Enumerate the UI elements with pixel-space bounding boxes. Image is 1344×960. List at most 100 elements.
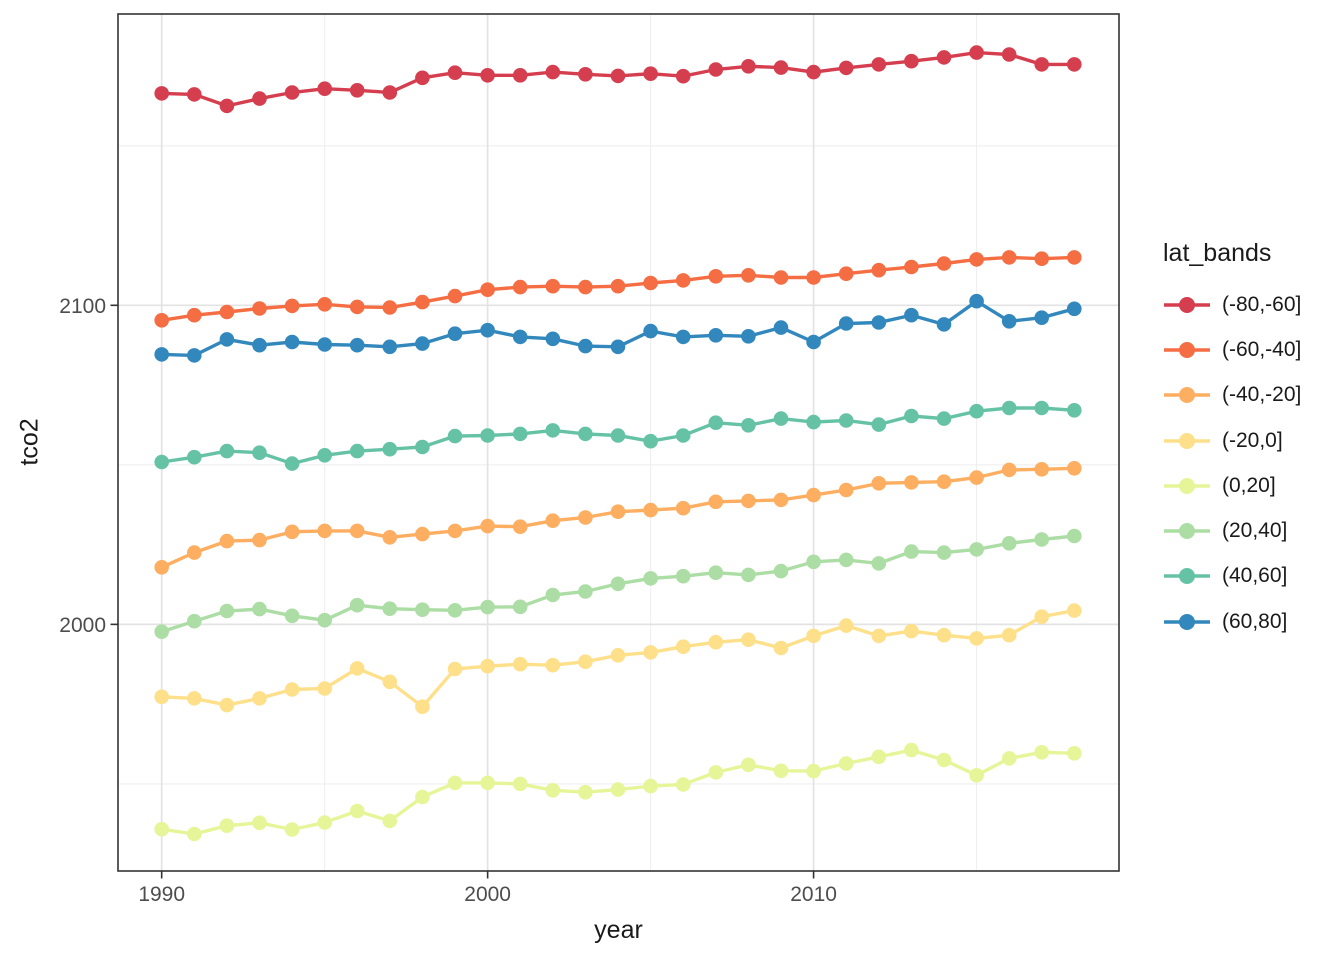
legend-title: lat_bands	[1163, 239, 1272, 267]
data-point	[480, 322, 495, 338]
data-point	[415, 70, 430, 86]
legend-key-icon	[1164, 568, 1210, 585]
data-point	[252, 532, 267, 548]
data-point	[382, 441, 398, 457]
data-point	[219, 603, 235, 619]
data-point	[480, 68, 495, 83]
data-point	[284, 456, 300, 471]
data-point	[187, 613, 202, 629]
data-point	[317, 523, 333, 539]
legend-label: (60,80]	[1222, 609, 1288, 633]
data-point	[904, 259, 919, 275]
data-point	[708, 62, 724, 77]
data-point	[447, 775, 463, 791]
data-point	[969, 45, 984, 60]
data-point	[480, 658, 495, 674]
data-point	[154, 86, 169, 101]
data-point	[578, 510, 593, 525]
legend-key-icon	[1164, 523, 1210, 540]
data-point	[447, 523, 463, 539]
data-point	[936, 256, 952, 271]
data-point	[415, 526, 430, 542]
data-point	[806, 763, 821, 779]
data-point	[806, 414, 821, 430]
data-point	[219, 818, 235, 833]
data-point	[349, 299, 365, 315]
data-point	[871, 628, 887, 644]
data-point	[1001, 314, 1017, 329]
data-point	[1067, 528, 1082, 544]
data-point	[1034, 462, 1049, 477]
data-point	[675, 273, 691, 288]
data-point	[708, 565, 724, 580]
data-point	[1001, 536, 1017, 551]
x-tick-label: 2000	[464, 883, 511, 906]
data-point	[904, 307, 919, 323]
data-point	[773, 270, 789, 285]
data-point	[675, 777, 691, 792]
data-point	[838, 756, 854, 771]
data-point	[187, 691, 202, 706]
data-point	[904, 408, 919, 424]
data-point	[675, 428, 691, 443]
data-point	[349, 443, 365, 459]
data-point	[838, 316, 854, 331]
legend-label: (-40,-20]	[1222, 383, 1302, 407]
data-point	[1001, 462, 1017, 478]
data-point	[187, 307, 202, 323]
data-point	[415, 602, 430, 617]
data-point	[512, 68, 528, 83]
data-point	[773, 563, 789, 579]
data-point	[284, 85, 300, 100]
data-point	[187, 449, 202, 465]
data-point	[1001, 400, 1017, 416]
data-point	[936, 545, 952, 560]
legend-key-icon	[1164, 341, 1210, 358]
data-point	[610, 339, 626, 355]
data-point	[838, 552, 854, 568]
data-point	[252, 691, 267, 706]
data-point	[773, 763, 789, 779]
data-point	[545, 783, 561, 798]
data-point	[154, 689, 169, 705]
data-point	[773, 60, 789, 75]
data-point	[284, 334, 300, 350]
data-point	[545, 278, 561, 294]
data-point	[871, 57, 887, 72]
data-point	[675, 500, 691, 516]
legend-items: (-80,-60] (-60,-40] (-40,-20] (-20,0] (0,20]…	[1163, 282, 1301, 644]
data-point	[643, 433, 658, 449]
data-point	[1034, 251, 1049, 266]
data-point	[252, 301, 267, 316]
panel-border	[117, 13, 1120, 872]
data-point	[382, 601, 398, 616]
data-point	[643, 502, 658, 518]
y-tick-label: 2000	[59, 614, 106, 637]
data-point	[806, 628, 821, 644]
data-point	[284, 682, 300, 697]
data-point	[349, 337, 365, 353]
data-point	[382, 339, 398, 355]
data-point	[610, 68, 626, 84]
data-point	[708, 328, 724, 343]
data-point	[1067, 57, 1082, 72]
data-point	[252, 601, 267, 617]
data-point	[1067, 403, 1082, 418]
data-point	[969, 293, 984, 309]
data-point	[545, 657, 561, 673]
data-point	[545, 587, 561, 603]
data-point	[219, 443, 235, 459]
data-point	[1034, 745, 1049, 760]
data-point	[838, 482, 854, 498]
data-point	[904, 742, 919, 758]
data-point	[936, 411, 952, 426]
data-point	[969, 470, 984, 485]
data-point	[871, 556, 887, 571]
legend-item: (-20,0]	[1163, 418, 1301, 463]
data-point	[284, 608, 300, 624]
data-point	[480, 518, 495, 534]
data-point	[1067, 250, 1082, 265]
data-point	[187, 348, 202, 363]
data-point	[154, 347, 169, 362]
data-point	[317, 448, 333, 463]
